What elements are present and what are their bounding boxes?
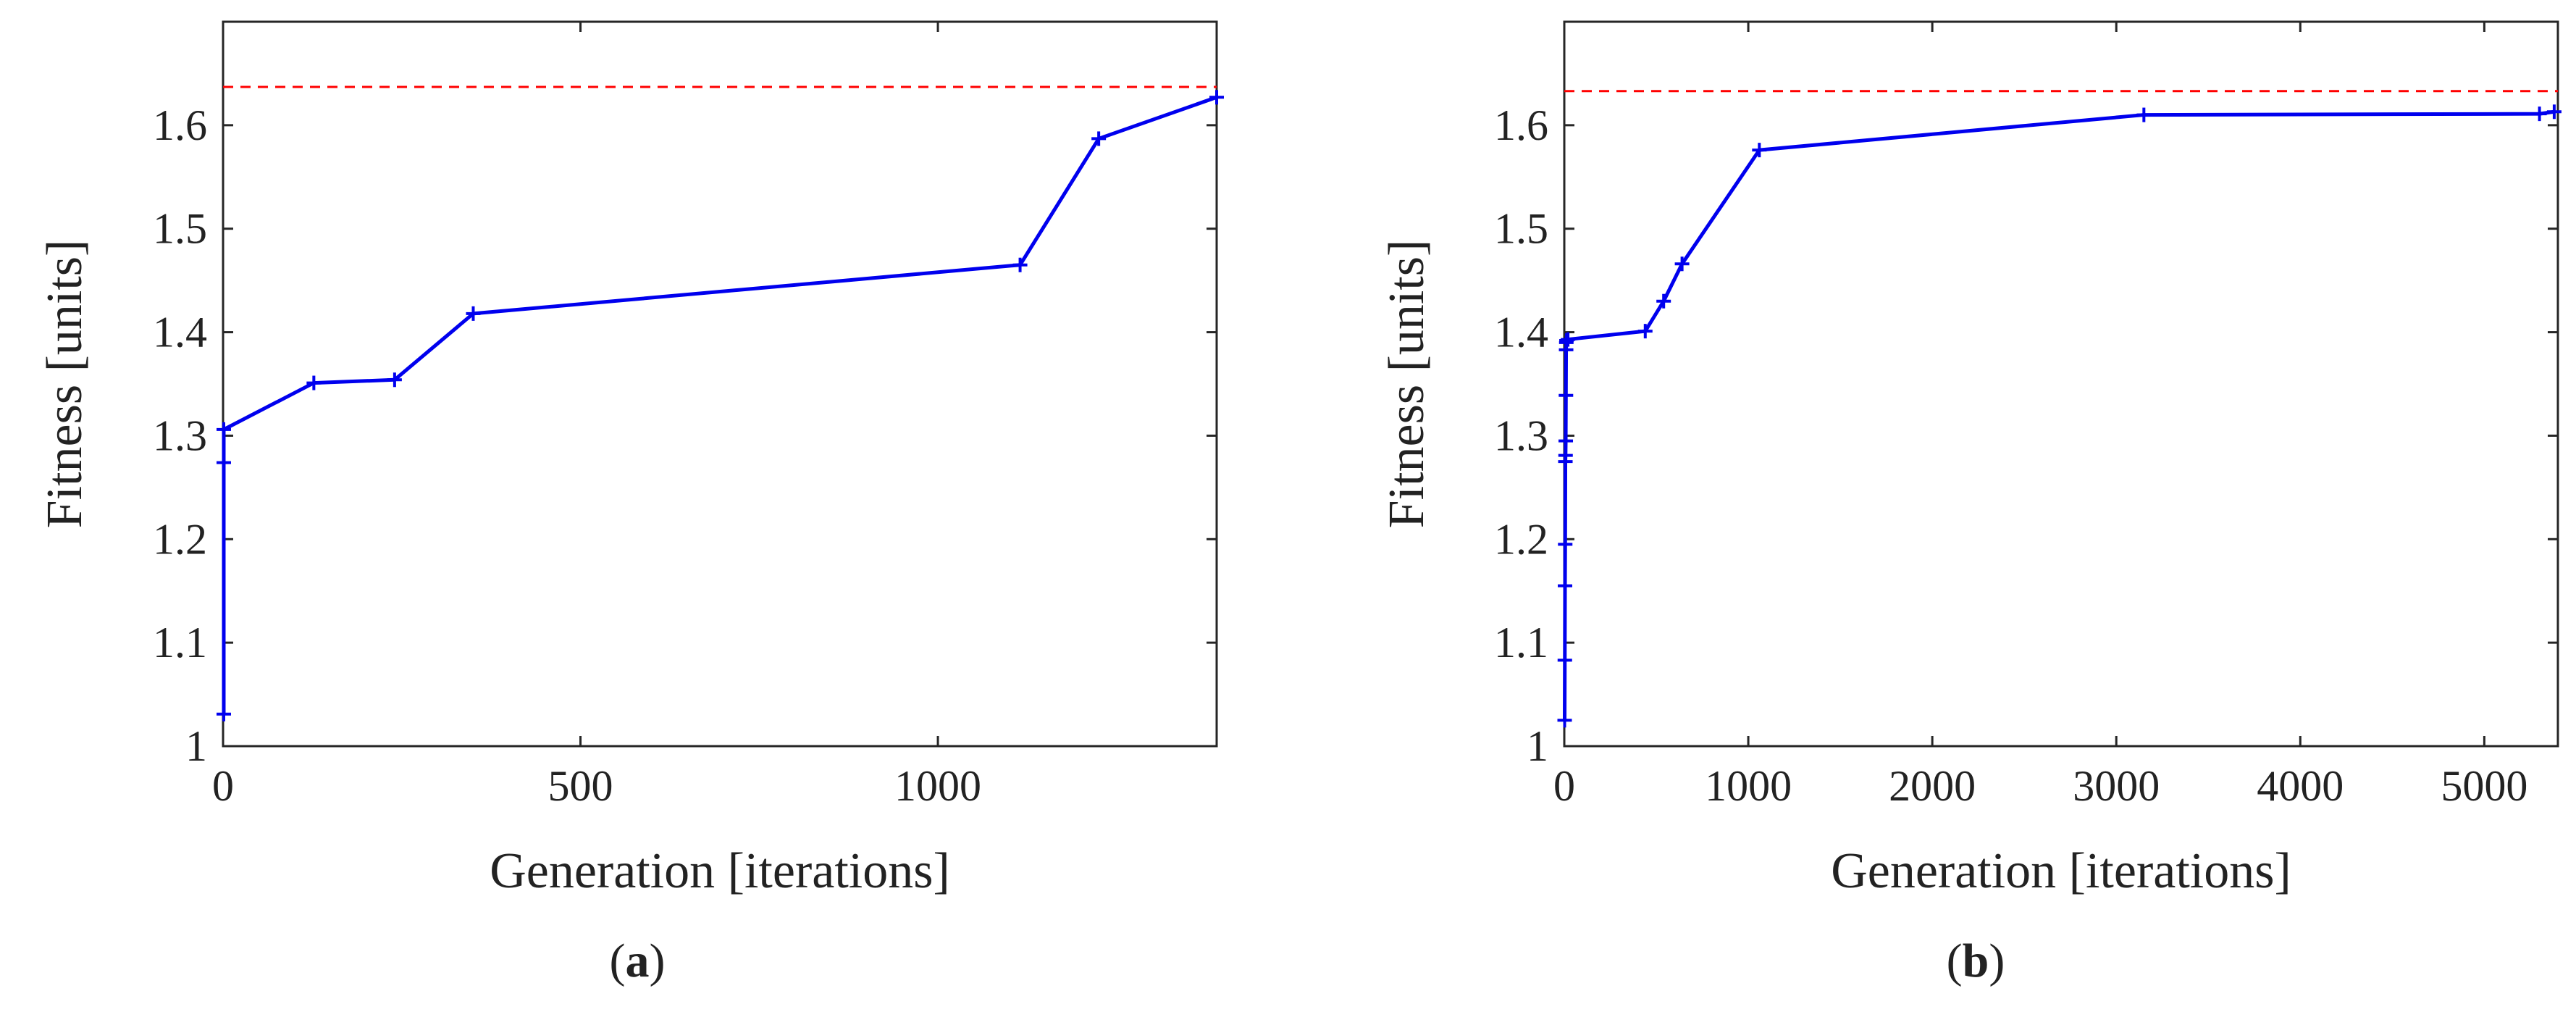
- data-point: [466, 306, 481, 321]
- chart-panel-b: 0 1000 2000 3000 4000 5000 1 1.1 1.2 1.3 1.4 1.5 1.…: [1379, 20, 2562, 987]
- panel-label: (a): [610, 934, 666, 987]
- x-tick-label: 1000: [1705, 762, 1792, 810]
- data-point: [2546, 104, 2562, 120]
- y-axis-label: Fitness [units]: [1379, 240, 1435, 529]
- y-tick-label: 1.2: [1494, 515, 1548, 563]
- y-tick-label: 1.5: [153, 205, 207, 253]
- data-point: [1557, 713, 1572, 728]
- fitness-line: [1563, 109, 2555, 721]
- data-point: [2532, 106, 2547, 122]
- data-point: [387, 372, 402, 388]
- x-tick-label: 2000: [1889, 762, 1976, 810]
- y-tick-label: 1.5: [1494, 205, 1548, 253]
- y-tick-label: 1.3: [1494, 411, 1548, 459]
- data-point: [1012, 257, 1028, 272]
- y-tick-label: 1.2: [153, 515, 207, 563]
- data-point: [1674, 256, 1690, 272]
- x-tick-label: 0: [212, 762, 234, 810]
- fitness-line: [222, 95, 1217, 714]
- y-tick-label: 1.6: [153, 101, 207, 149]
- panel-letter: b: [1963, 934, 1989, 987]
- panel-label: (b): [1947, 934, 2005, 987]
- y-tick-label: 1: [185, 722, 207, 770]
- y-axis-label: Fitness [units]: [37, 240, 93, 529]
- data-point: [1209, 90, 1224, 105]
- data-point: [2136, 107, 2152, 122]
- x-tick-label: 4000: [2257, 762, 2344, 810]
- panel-letter: a: [626, 934, 650, 987]
- x-axis-label: Generation [iterations]: [1831, 843, 2291, 899]
- x-tick-label: 3000: [2073, 762, 2160, 810]
- x-tick-label: 500: [548, 762, 613, 810]
- x-tick-label: 1000: [894, 762, 981, 810]
- x-axis-label: Generation [iterations]: [490, 843, 950, 899]
- data-point: [1558, 448, 1573, 463]
- y-tick-label: 1.1: [1494, 619, 1548, 666]
- data-point: [216, 422, 231, 437]
- y-tick-label: 1.4: [153, 309, 207, 356]
- y-tick-label: 1.1: [153, 619, 207, 666]
- axes-box: [222, 20, 1218, 748]
- data-point: [1558, 433, 1574, 448]
- y-tick-label: 1.6: [1494, 101, 1548, 149]
- data-point: [1637, 324, 1653, 339]
- y-tick-label: 1: [1527, 722, 1548, 770]
- x-tick-label: 5000: [2441, 762, 2527, 810]
- data-point: [1752, 143, 1767, 158]
- data-point: [306, 375, 322, 390]
- chart-panel-a: 0 500 1000 1 1.1 1.2 1.3 1.4 1.5 1.6 Generation …: [37, 20, 1224, 987]
- data-point: [1558, 388, 1574, 403]
- data-point: [216, 455, 231, 470]
- data-point: [1656, 293, 1671, 309]
- data-point: [1557, 653, 1572, 668]
- y-tick-label: 1.4: [1494, 309, 1548, 356]
- data-point: [1558, 537, 1573, 552]
- x-tick-label: 0: [1553, 762, 1575, 810]
- axes-box: [1563, 20, 2559, 748]
- data-point: [1091, 131, 1107, 146]
- data-point: [1558, 578, 1573, 593]
- y-tick-label: 1.3: [153, 411, 207, 459]
- data-point: [216, 706, 231, 722]
- data-point: [1561, 332, 1576, 347]
